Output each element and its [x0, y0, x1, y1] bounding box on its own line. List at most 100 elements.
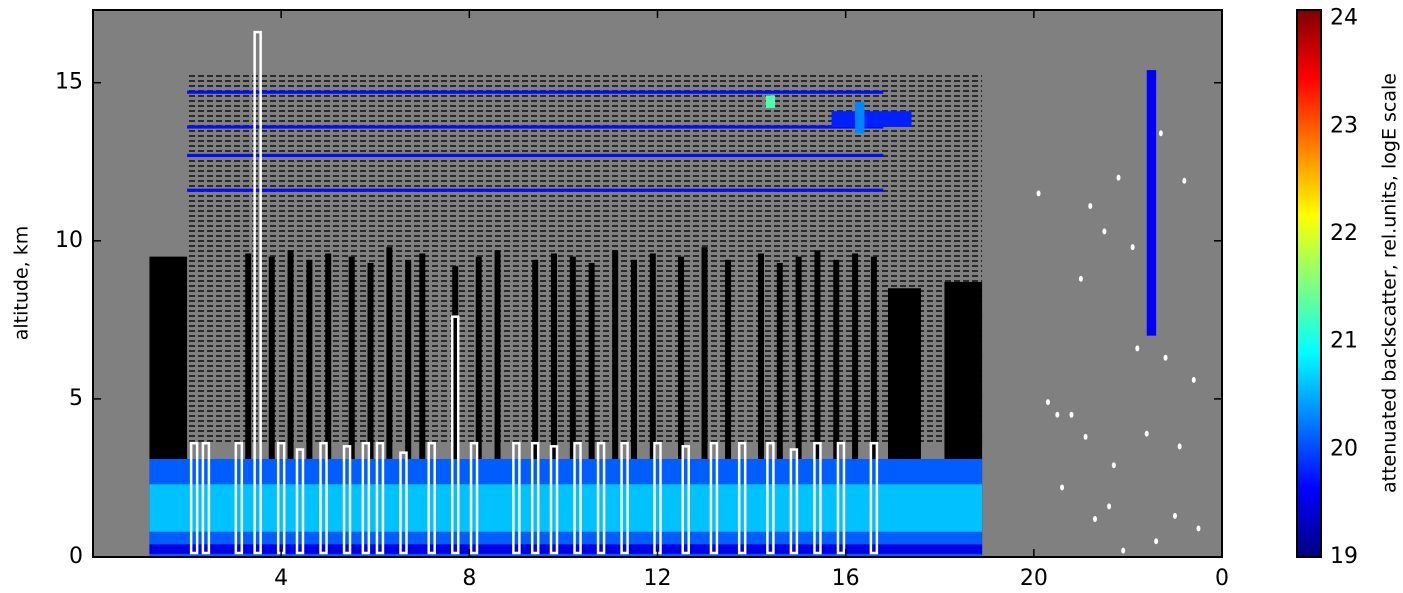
signal-column	[870, 256, 877, 557]
saturated-column	[766, 441, 775, 555]
saturated-point	[1107, 503, 1112, 510]
saturated-point	[1045, 399, 1050, 406]
saturated-column	[789, 448, 799, 555]
saturated-point	[1083, 433, 1088, 440]
saturated-column	[201, 441, 211, 555]
saturated-column	[342, 445, 352, 555]
colorbar-label: attenuated backscatter, rel.units, logE …	[1379, 73, 1401, 493]
x-tick-label: 8	[462, 566, 476, 591]
signal-column	[678, 256, 685, 557]
signal-column	[452, 266, 459, 557]
saturated-column	[813, 441, 822, 555]
saturated-point	[1177, 443, 1182, 450]
saturated-point	[1069, 411, 1074, 418]
signal-column	[757, 253, 764, 557]
backscatter-region	[187, 125, 884, 129]
signal-column	[287, 250, 294, 557]
saturated-point	[1102, 228, 1107, 235]
colorbar-tick-label: 22	[1330, 221, 1358, 246]
saturated-point	[1121, 547, 1126, 554]
saturated-point	[1182, 177, 1187, 184]
saturated-column	[620, 441, 629, 555]
saturated-column	[361, 441, 371, 555]
signal-column	[776, 262, 783, 557]
signal-column	[795, 256, 802, 557]
saturated-point	[1116, 174, 1121, 181]
signal-column	[494, 250, 501, 557]
saturated-point	[1088, 203, 1093, 210]
signal-column	[325, 253, 332, 557]
saturated-point	[1055, 411, 1060, 418]
saturated-point	[1135, 345, 1140, 352]
saturated-column	[737, 441, 747, 555]
saturated-point	[1036, 190, 1041, 197]
saturated-column	[189, 441, 199, 555]
y-tick-label: 5	[69, 386, 83, 411]
x-tick-label: 16	[832, 566, 860, 591]
saturated-column	[573, 441, 582, 555]
x-tick-label: 0	[1215, 566, 1229, 591]
signal-column	[386, 247, 393, 557]
saturated-column	[375, 441, 385, 555]
signal-column	[475, 256, 482, 557]
saturated-column	[427, 441, 436, 555]
saturated-column	[512, 441, 521, 555]
backscatter-region	[765, 95, 776, 109]
colorbar-tick-label: 24	[1330, 6, 1358, 31]
signal-column	[725, 259, 732, 557]
signal-column	[630, 259, 637, 557]
saturated-column	[530, 441, 540, 555]
backscatter-region	[1146, 70, 1157, 336]
plot-area	[93, 10, 1222, 557]
saturated-point	[1092, 516, 1097, 523]
backscatter-region	[187, 90, 884, 94]
saturated-point	[1078, 275, 1083, 282]
signal-column	[306, 259, 313, 557]
colorbar-tick-label: 20	[1330, 436, 1358, 461]
saturated-column	[469, 441, 479, 555]
saturated-column	[549, 445, 559, 555]
saturated-column	[319, 441, 328, 555]
saturated-point	[1060, 484, 1065, 491]
signal-column	[612, 250, 619, 557]
saturated-column	[709, 441, 719, 555]
saturated-column	[234, 441, 244, 555]
signal-column	[551, 253, 558, 557]
signal-column	[532, 259, 539, 557]
signal-column	[348, 256, 355, 557]
backscatter-region	[187, 153, 884, 158]
colorbar	[1296, 9, 1322, 558]
signal-column	[419, 253, 426, 557]
saturated-point	[1154, 538, 1159, 545]
saturated-point	[1191, 376, 1196, 383]
saturated-column	[253, 30, 262, 555]
saturated-point	[1196, 525, 1201, 532]
colorbar-tick-label: 19	[1330, 544, 1358, 569]
signal-column	[833, 259, 840, 557]
backscatter-region	[831, 111, 912, 127]
x-tick-label: 4	[274, 566, 288, 591]
saturated-column	[836, 441, 846, 555]
saturated-column	[399, 451, 408, 555]
signal-column	[367, 262, 374, 557]
signal-column	[588, 262, 595, 557]
saturated-column	[681, 445, 690, 555]
saturated-column	[869, 441, 879, 555]
saturated-column	[450, 315, 460, 555]
signal-column	[852, 253, 859, 557]
y-tick-label: 0	[69, 544, 83, 569]
axes: 4 8 12 16 20 0 0 5 10 15 19 20 21 22 23 24	[55, 6, 1358, 591]
y-tick-label: 10	[55, 228, 83, 253]
signal-column	[701, 247, 708, 557]
saturated-column	[596, 441, 606, 555]
signal-column	[268, 256, 275, 557]
signal-column	[405, 259, 412, 557]
noise-region	[187, 73, 983, 444]
backscatter-region	[149, 544, 983, 554]
saturated-column	[295, 448, 305, 555]
saturated-point	[1172, 512, 1177, 519]
saturated-point	[1111, 462, 1116, 469]
y-axis-label: altitude, km	[11, 226, 33, 340]
y-tick-label: 15	[55, 70, 83, 95]
